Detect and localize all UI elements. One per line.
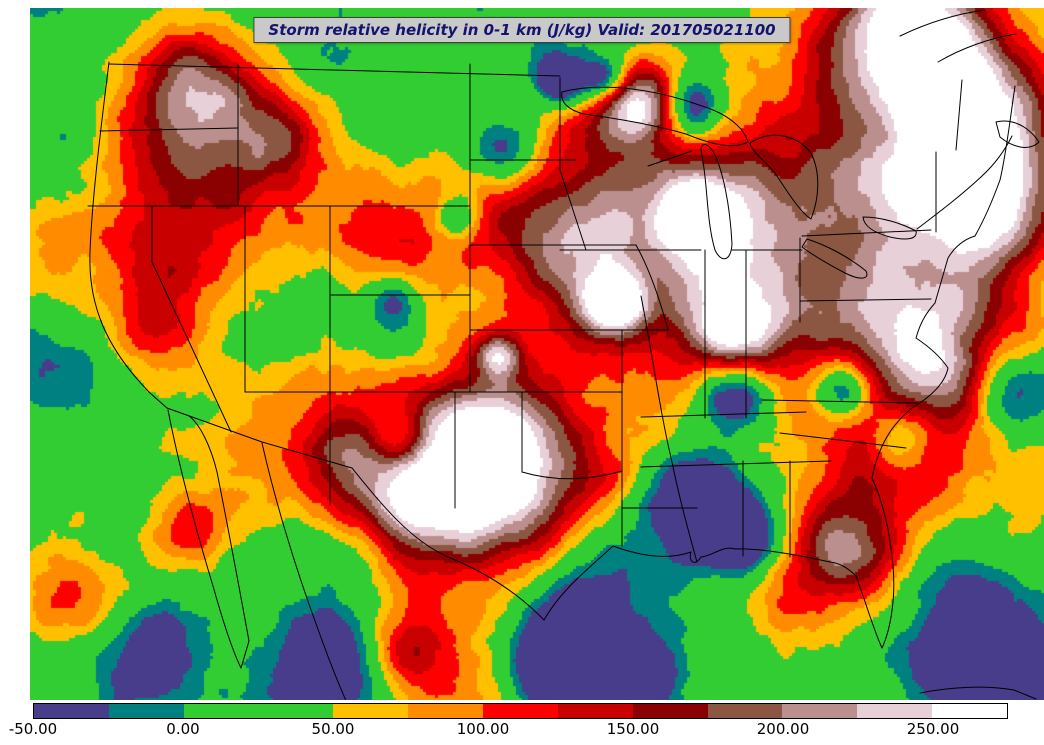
colorbar-tick-50: 50.00: [311, 720, 355, 738]
colorbar-tick-150: 150.00: [606, 720, 660, 738]
helicity-filled-contour-field: [30, 8, 1044, 700]
colorbar-segment-10: [782, 704, 858, 718]
colorbar-segment-7: [557, 704, 633, 718]
colorbar-segment-6: [483, 704, 558, 718]
colorbar-segment-11: [857, 704, 933, 718]
colorbar-segment-0: [34, 704, 109, 718]
map-title-text: Storm relative helicity in 0-1 km (J/kg)…: [268, 21, 776, 39]
colorbar-segment-5: [408, 704, 484, 718]
colorbar-segment-2: [183, 704, 259, 718]
colorbar-segment-3: [258, 704, 334, 718]
colorbar-segment-12: [932, 704, 1007, 718]
colorbar-segment-1: [108, 704, 184, 718]
colorbar-tick-200: 200.00: [756, 720, 810, 738]
colorbar-segment-9: [707, 704, 783, 718]
colorbar: [33, 703, 1008, 719]
colorbar-tick-0: 0.00: [166, 720, 200, 738]
colorbar-segment-4: [333, 704, 409, 718]
map-title-banner: Storm relative helicity in 0-1 km (J/kg)…: [253, 17, 791, 43]
colorbar-tick-100: 100.00: [456, 720, 510, 738]
colorbar-tick-250: 250.00: [906, 720, 960, 738]
colorbar-segment-8: [632, 704, 708, 718]
colorbar-tick--50: -50.00: [8, 720, 58, 738]
colorbar-tick-labels: -50.00 0.00 50.00 100.00 150.00 200.00 250.00: [9, 720, 1008, 742]
